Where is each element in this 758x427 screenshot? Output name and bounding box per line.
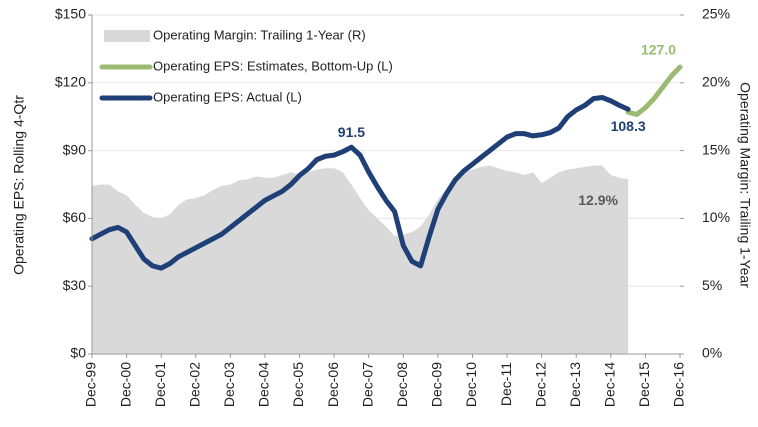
y2-axis-title: Operating Margin: Trailing 1-Year [737, 82, 753, 288]
x-tick-label: Dec-05 [290, 362, 306, 407]
area [92, 165, 629, 354]
x-tick-label: Dec-00 [117, 362, 133, 407]
axes: $0 $30 $60 $90 $120 $150 0% 5% 10% 15% 20% 25% Dec-9… [55, 6, 730, 407]
y-tick-label: $120 [55, 74, 86, 90]
y-tick-label: $60 [63, 209, 87, 225]
data-label: 108.3 [611, 118, 646, 134]
y2-tick-label: 0% [702, 345, 722, 361]
line [625, 64, 683, 117]
y-tick-label: $30 [63, 277, 87, 293]
y2-tick-label: 5% [702, 277, 722, 293]
y2-tick-label: 10% [702, 209, 730, 225]
legend: Operating Margin: Trailing 1-Year (R) Ope… [99, 27, 393, 104]
y2-tick-label: 25% [702, 6, 730, 22]
x-tick-label: Dec-08 [394, 362, 410, 407]
y-tick-label: $150 [55, 6, 86, 22]
x-tick-label: Dec-01 [152, 362, 168, 407]
legend-label: Operating EPS: Actual (L) [153, 89, 302, 104]
x-tick-label: Dec-15 [636, 362, 652, 407]
x-tick-label: Dec-06 [325, 362, 341, 407]
line [89, 94, 631, 271]
y-tick-label: $90 [63, 141, 87, 157]
x-tick-label: Dec-10 [463, 362, 479, 407]
x-tick-label: Dec-04 [256, 362, 272, 407]
y2-tick-label: 15% [702, 141, 730, 157]
legend-swatch [104, 30, 150, 42]
y-tick-label: $0 [70, 345, 86, 361]
x-tick-label: Dec-13 [567, 362, 583, 407]
data-label: 12.9% [578, 192, 618, 208]
y2-tick-label: 20% [702, 74, 730, 90]
y-axis-title: Operating EPS: Rolling 4-Qtr [11, 95, 27, 275]
data-label: 127.0 [641, 42, 676, 58]
x-tick-label: Dec-12 [532, 362, 548, 407]
x-tick-label: Dec-14 [602, 362, 618, 407]
x-tick-label: Dec-09 [429, 362, 445, 407]
x-tick-label: Dec-03 [221, 362, 237, 407]
x-tick-label: Dec-11 [498, 362, 514, 406]
legend-label: Operating EPS: Estimates, Bottom-Up (L) [153, 58, 393, 73]
data-label: 91.5 [338, 124, 365, 140]
x-tick-label: Dec-07 [359, 362, 375, 407]
legend-label: Operating Margin: Trailing 1-Year (R) [153, 27, 366, 42]
x-tick-label: Dec-99 [83, 362, 99, 407]
plot: 12.9% 127.0 91.5 108.3 [89, 42, 683, 354]
x-tick-label: Dec-02 [186, 362, 202, 407]
x-tick-label: Dec-16 [671, 362, 687, 407]
